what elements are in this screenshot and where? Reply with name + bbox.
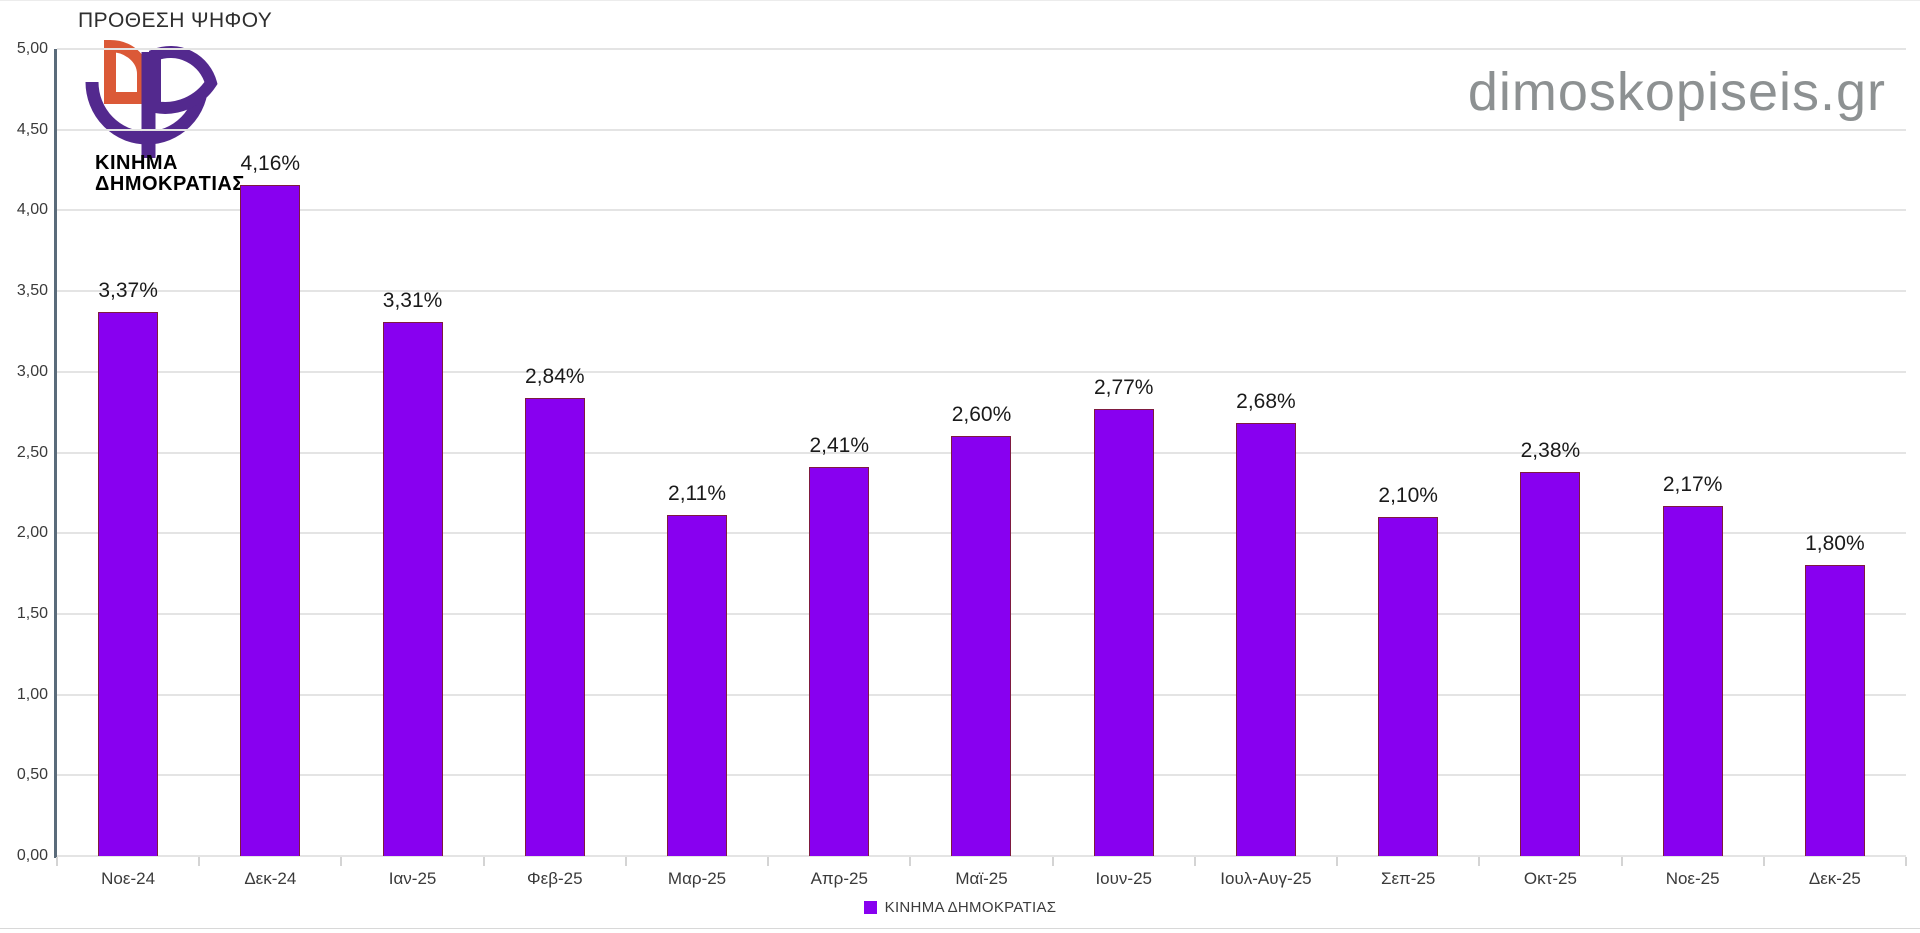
bar-column: 2,10% Σεπ-25 <box>1337 49 1479 888</box>
y-axis-label: 0,00 <box>16 847 48 864</box>
y-axis-label: 5,00 <box>16 40 48 57</box>
bar-value-label: 2,41% <box>809 434 870 458</box>
bar <box>1093 408 1154 856</box>
x-axis-tick <box>909 857 912 866</box>
bar-value-label: 4,16% <box>240 151 301 175</box>
bar-column: 2,77% Ιουν-25 <box>1053 49 1195 888</box>
x-axis-label: Νοε-25 <box>1665 869 1720 888</box>
x-axis-label: Ιουλ-Αυγ-25 <box>1220 869 1312 888</box>
x-axis-label: Σεπ-25 <box>1380 869 1436 888</box>
bar-value-label: 2,11% <box>668 482 727 506</box>
bar-value-label: 3,31% <box>382 288 443 312</box>
x-axis-tick <box>198 857 201 866</box>
x-axis-tick <box>624 857 627 866</box>
bar-column: 2,38% Οκτ-25 <box>1479 49 1621 888</box>
bar <box>1378 517 1439 856</box>
x-axis-label: Μαρ-25 <box>667 869 727 888</box>
bar <box>1662 505 1723 856</box>
x-axis-label: Απρ-25 <box>810 869 868 888</box>
x-axis-label: Οκτ-25 <box>1523 869 1577 888</box>
x-axis-tick <box>1478 857 1481 866</box>
x-axis-tick <box>482 857 485 866</box>
y-axis-label: 1,50 <box>16 604 48 622</box>
party-logo-text: ΚΙΝΗΜΑ ΔΗΜΟΚΡΑΤΙΑΣ <box>95 153 245 195</box>
legend-label: ΚΙΝΗΜΑ ΔΗΜΟΚΡΑΤΙΑΣ <box>884 899 1057 916</box>
y-axis-label: 4,00 <box>16 201 48 219</box>
bar <box>240 184 301 856</box>
bar-value-label: 2,84% <box>525 364 585 388</box>
bar-column: 4,16% Δεκ-24 <box>199 49 341 888</box>
x-axis-label: Μαϊ-25 <box>955 869 1008 888</box>
gridline <box>57 855 1906 857</box>
bar-column: 2,11% Μαρ-25 <box>626 49 768 888</box>
y-axis-label: 2,00 <box>16 524 48 542</box>
legend: ΚΙΝΗΜΑ ΔΗΜΟΚΡΑΤΙΑΣ <box>0 899 1920 916</box>
bar-value-label: 2,60% <box>951 403 1012 427</box>
bar <box>1520 471 1581 856</box>
x-axis-tick <box>1905 857 1907 866</box>
bar-value-label: 1,80% <box>1805 532 1865 556</box>
bar <box>524 397 585 856</box>
party-logo: ΚΙΝΗΜΑ ΔΗΜΟΚΡΑΤΙΑΣ <box>72 31 322 201</box>
bar-column: 3,31% Ιαν-25 <box>341 49 483 888</box>
y-axis-label: 3,00 <box>16 362 48 380</box>
gridline <box>57 48 1906 50</box>
gridline <box>57 370 1906 373</box>
x-axis-label: Ιουν-25 <box>1095 869 1152 888</box>
x-axis-label: Ιαν-25 <box>388 869 437 888</box>
bar <box>382 321 443 856</box>
y-axis-line <box>54 49 57 858</box>
gridline <box>57 128 1906 131</box>
x-axis-tick <box>1620 857 1623 866</box>
x-axis-tick <box>767 857 770 866</box>
gridline <box>57 209 1906 212</box>
bar-column: 2,17% Νοε-25 <box>1622 49 1764 888</box>
bar-value-label: 3,37% <box>98 279 158 303</box>
flower-logo-icon <box>85 39 218 158</box>
legend-swatch <box>863 901 877 914</box>
y-axis-label: 4,50 <box>16 120 48 138</box>
party-logo-line1: ΚΙΝΗΜΑ <box>95 152 178 174</box>
bar <box>98 312 159 856</box>
bar-value-label: 2,38% <box>1520 438 1581 462</box>
bar-column: 3,37% Νοε-24 <box>57 49 199 888</box>
bar-column: 2,84% Φεβ-25 <box>484 49 626 888</box>
x-axis-tick <box>1193 857 1196 866</box>
bar-column: 2,60% Μαϊ-25 <box>910 49 1052 888</box>
bar <box>1235 423 1296 856</box>
chart-title: ΠΡΟΘΕΣΗ ΨΗΦΟΥ <box>78 9 273 32</box>
bar-column: 2,41% Απρ-25 <box>768 49 910 888</box>
x-axis-tick <box>56 857 58 866</box>
bar-value-label: 2,17% <box>1662 472 1723 496</box>
y-axis-label: 0,50 <box>16 766 48 784</box>
x-axis-tick <box>1762 857 1765 866</box>
bar-value-label: 2,77% <box>1093 375 1154 399</box>
x-axis-tick <box>1051 857 1054 866</box>
bottom-divider <box>0 928 1920 929</box>
bar <box>1804 565 1865 856</box>
gridline <box>57 290 1906 293</box>
y-axis-label: 1,00 <box>16 685 48 703</box>
y-axis-label: 3,50 <box>16 282 48 300</box>
x-axis-label: Δεκ-25 <box>1808 869 1861 888</box>
bar <box>951 436 1012 856</box>
party-logo-line2: ΔΗΜΟΚΡΑΤΙΑΣ <box>95 173 245 195</box>
plot-area: 3,37% Νοε-24 4,16% Δεκ-24 3,31% Ιαν-25 2,84% Φε… <box>54 48 1907 888</box>
bar-value-label: 2,68% <box>1236 390 1296 414</box>
bar-value-label: 2,10% <box>1378 484 1438 508</box>
y-axis-label: 2,50 <box>16 443 48 461</box>
x-axis-label: Δεκ-24 <box>244 869 297 888</box>
bar <box>809 467 870 856</box>
x-axis-label: Φεβ-25 <box>527 869 583 888</box>
watermark-text: dimoskopiseis.gr <box>1467 62 1886 122</box>
x-axis-tick <box>1336 857 1339 866</box>
bar <box>667 515 728 856</box>
bar-column: 2,68% Ιουλ-Αυγ-25 <box>1195 49 1337 888</box>
x-axis-tick <box>340 857 343 866</box>
bar-column: 1,80% Δεκ-25 <box>1764 49 1906 888</box>
x-axis-label: Νοε-24 <box>101 869 156 888</box>
